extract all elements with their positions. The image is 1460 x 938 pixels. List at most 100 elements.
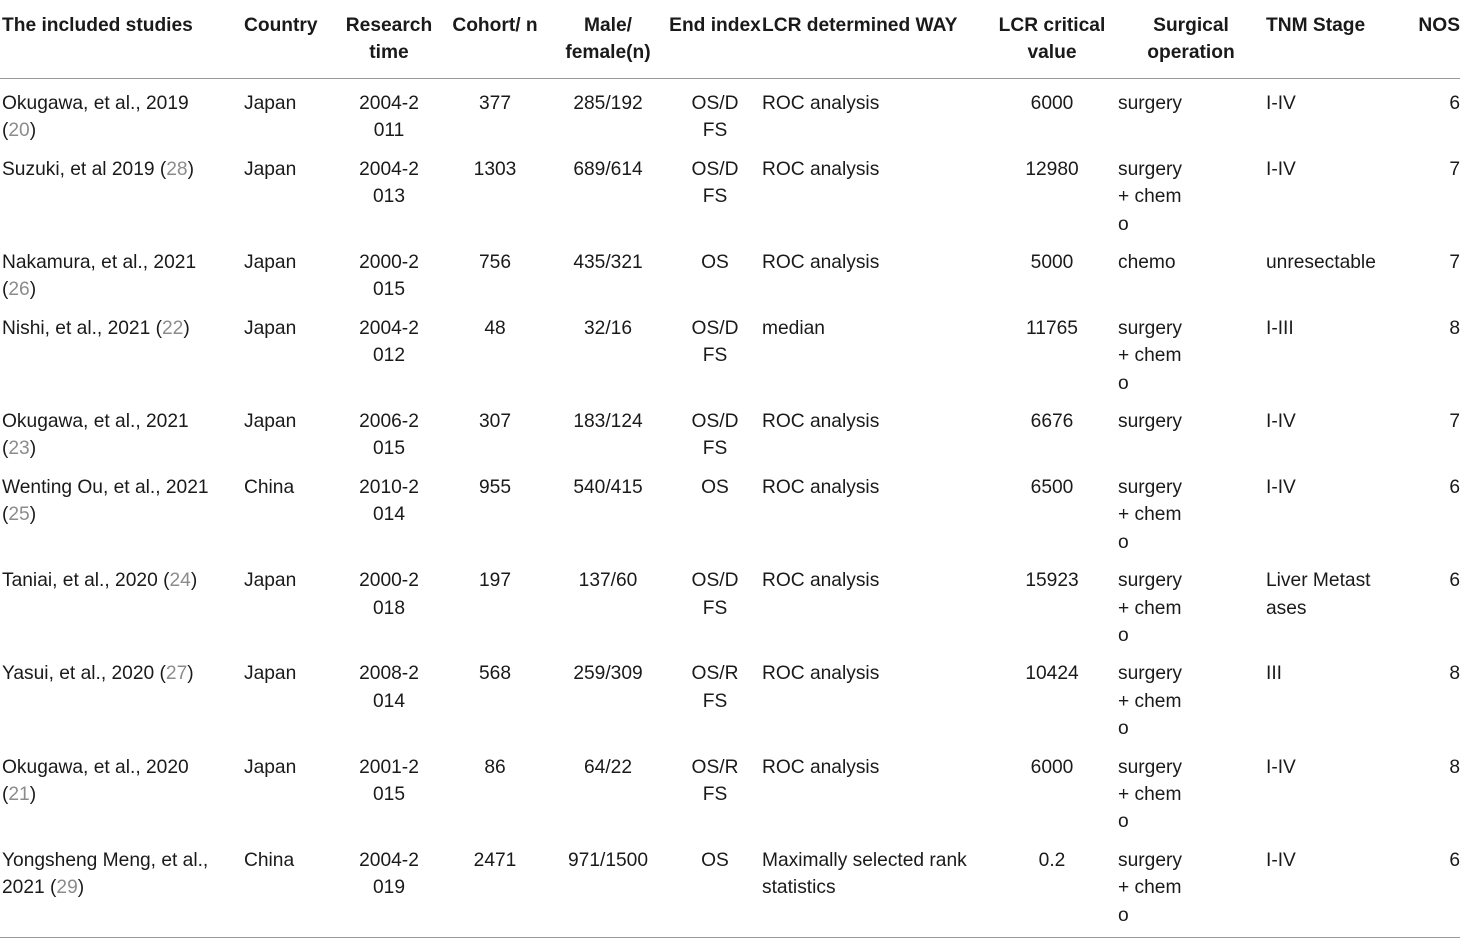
cell-country: Japan [244, 411, 297, 433]
table-row: Yasui, et al., 2020 (27) Japan 2008-2014 56… [0, 649, 1460, 742]
cell-cohort: 568 [478, 663, 511, 685]
cell-study: Yasui, et al., 2020 (27) [0, 649, 244, 742]
cell-lcr-critical: 10424 [1025, 663, 1079, 685]
cell-end-index: OS [668, 463, 762, 556]
cell-male-female: 435/321 [573, 252, 643, 274]
cell-research-time-text: 2000-2015 [359, 252, 419, 301]
cell-end-index-text: OS/DFS [691, 411, 739, 460]
cell-surgical-text: surgery + chemo [1118, 317, 1182, 394]
cell-research-time: 2004-2013 [336, 145, 442, 238]
cell-research-time: 2004-2019 [336, 835, 442, 938]
reference-link[interactable]: 22 [161, 317, 184, 339]
reference-link[interactable]: 23 [8, 438, 30, 460]
cell-surgical-text: surgery [1118, 411, 1182, 433]
cell-research-time-text: 2004-2019 [359, 849, 419, 899]
cell-research-time: 2000-2015 [336, 238, 442, 304]
cell-study: Nishi, et al., 2021 (22) [0, 304, 244, 397]
study-name: Nakamura, et al., 2021 ( [2, 252, 197, 301]
cell-end-index-text: OS [701, 849, 729, 871]
cell-surgical-text: surgery + chemo [1118, 756, 1182, 833]
cell-lcr-critical: 12980 [1025, 158, 1079, 180]
study-name: Yongsheng Meng, et al., 2021 ( [2, 849, 209, 899]
cell-nos: 6 [1449, 476, 1460, 498]
cell-research-time: 2006-2015 [336, 397, 442, 463]
cell-nos: 8 [1449, 317, 1460, 339]
cell-tnm-text: unresectable [1266, 252, 1376, 274]
cell-male-female: 259/309 [573, 663, 643, 685]
reference-close: ) [77, 877, 85, 899]
cell-lcr-way: ROC analysis [762, 476, 880, 498]
reference-close: ) [187, 663, 194, 685]
cell-cohort: 955 [478, 476, 511, 498]
study-name: Nishi, et al., 2021 ( [2, 317, 162, 339]
cell-research-time-text: 2008-2014 [359, 663, 419, 712]
cell-end-index: OS [668, 835, 762, 938]
cell-tnm: I-IV [1266, 397, 1392, 463]
reference-close: ) [29, 120, 37, 142]
reference-link[interactable]: 27 [165, 663, 188, 685]
cell-surgical: surgery [1116, 79, 1266, 145]
cell-country: Japan [244, 93, 297, 114]
reference-link[interactable]: 28 [166, 158, 188, 180]
cell-lcr-critical: 6000 [1030, 93, 1074, 114]
cell-male-female: 64/22 [583, 756, 632, 778]
cell-research-time-text: 2004-2011 [359, 93, 419, 142]
cell-surgical: chemo [1116, 238, 1266, 304]
cell-tnm-text: Liver Metastases [1266, 570, 1371, 619]
cell-tnm: I-IV [1266, 835, 1392, 938]
cell-lcr-way: ROC analysis [762, 756, 880, 778]
cell-country: Japan [244, 570, 297, 592]
reference-link[interactable]: 21 [8, 783, 30, 805]
cell-cohort: 197 [478, 570, 511, 592]
cell-tnm-text: I-III [1266, 317, 1294, 339]
cell-research-time: 2004-2012 [336, 304, 442, 397]
cell-research-time: 2000-2018 [336, 556, 442, 649]
cell-surgical-text: surgery + chemo [1118, 570, 1182, 646]
cell-lcr-critical: 0.2 [988, 835, 1116, 938]
reference-link[interactable]: 26 [8, 279, 30, 301]
reference-link[interactable]: 29 [56, 877, 78, 899]
header-end-index: End index [668, 0, 762, 79]
cell-end-index: OS [668, 238, 762, 304]
cell-tnm: I-IV [1266, 79, 1392, 145]
reference-link[interactable]: 20 [8, 120, 30, 142]
cell-male-female: 183/124 [573, 411, 643, 433]
cell-nos: 8 [1449, 756, 1460, 778]
cell-tnm: III [1266, 649, 1392, 742]
study-name: Okugawa, et al., 2021 ( [2, 411, 189, 460]
cell-research-time-text: 2004-2013 [359, 158, 419, 208]
cell-lcr-way: ROC analysis [762, 158, 880, 180]
reference-close: ) [29, 279, 37, 301]
cell-tnm-text: III [1266, 663, 1282, 685]
reference-close: ) [183, 317, 190, 339]
header-surgical: Surgical operation [1116, 0, 1266, 79]
cell-study: Yongsheng Meng, et al., 2021 (29) [0, 835, 244, 938]
cell-cohort: 756 [478, 252, 511, 274]
cell-research-time-text: 2000-2018 [359, 570, 419, 619]
reference-link[interactable]: 25 [8, 504, 30, 526]
table-row: Nakamura, et al., 2021 (26) Japan 2000-201… [0, 238, 1460, 304]
cell-study: Taniai, et al., 2020 (24) [0, 556, 244, 649]
cell-tnm: I-III [1266, 304, 1392, 397]
cell-study: Okugawa, et al., 2020 (21) [0, 743, 244, 836]
study-name: Suzuki, et al 2019 ( [2, 158, 167, 180]
header-lcr-critical: LCR critical value [988, 0, 1116, 79]
cell-end-index: OS/DFS [668, 556, 762, 649]
cell-cohort: 307 [478, 411, 511, 433]
table-row: Okugawa, et al., 2020 (21) Japan 2001-2015… [0, 743, 1460, 836]
cell-surgical-text: chemo [1118, 252, 1176, 274]
cell-male-female: 540/415 [573, 476, 643, 498]
reference-close: ) [29, 783, 37, 805]
cell-nos: 7 [1449, 158, 1460, 180]
cell-tnm-text: I-IV [1266, 756, 1296, 778]
table-row: Okugawa, et al., 2021 (23) Japan 2006-2015… [0, 397, 1460, 463]
cell-lcr-way: ROC analysis [762, 570, 880, 592]
header-tnm: TNM Stage [1266, 0, 1392, 79]
reference-link[interactable]: 24 [169, 570, 191, 592]
cell-end-index: OS/DFS [668, 145, 762, 238]
cell-research-time: 2001-2015 [336, 743, 442, 836]
reference-close: ) [29, 438, 37, 460]
cell-tnm: I-IV [1266, 145, 1392, 238]
cell-male-female: 137/60 [578, 570, 638, 592]
